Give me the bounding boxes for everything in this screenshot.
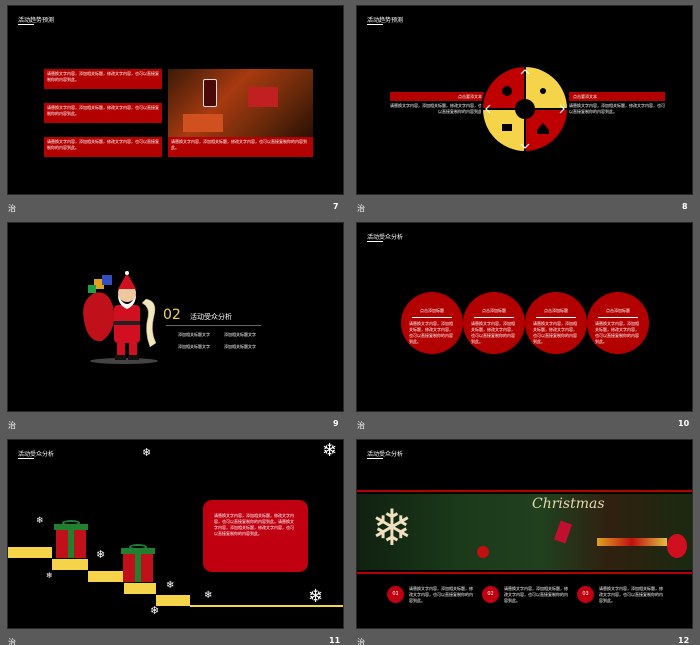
title-underline — [367, 458, 383, 459]
left-heading: 点击要添文本 — [390, 92, 486, 101]
slide-10[interactable]: 活动受众分析 点击添加标题 请替换文字内容，添加相关标题，修改文字内容，也可以直… — [356, 222, 693, 412]
section-divider — [166, 325, 261, 326]
circle-card-1: 点击添加标题 请替换文字内容，添加相关标题，修改文字内容，也可以直接复制你的内容… — [401, 292, 463, 354]
text-box-2: 请替换文字内容，添加相关标题，修改文字内容，也可以直接复制你的内容到此。 — [44, 103, 162, 123]
christmas-photo — [168, 69, 313, 137]
slide-12[interactable]: 活动受众分析 ❄ Christmas 01 请替换文字内容，添加相关标题，修改文… — [356, 439, 693, 629]
slide-label: 治 — [357, 638, 365, 645]
slide-8[interactable]: 活动趋势预测 点击要添文本 请替换文字内容，添加相关标题，修改文字内容，也可以直… — [356, 5, 693, 195]
item-number-3: 03 — [577, 586, 594, 603]
circle-card-4: 点击添加标题 请替换文字内容，添加相关标题，修改文字内容，也可以直接复制你的内容… — [587, 292, 649, 354]
snowflake-icon: ❄ — [96, 548, 106, 561]
slide-number: 8 — [682, 202, 688, 211]
item-number-2: 02 — [482, 586, 499, 603]
snowflake-icon: ❄ — [166, 580, 175, 591]
circle-card-2: 点击添加标题 请替换文字内容，添加相关标题，修改文字内容，也可以直接复制你的内容… — [463, 292, 525, 354]
slide-title: 活动受众分析 — [367, 451, 404, 458]
red-rule-top — [357, 490, 692, 492]
section-item-4: 添加相关标题文字 — [224, 344, 256, 349]
item-text-1: 请替换文字内容，添加相关标题，修改文字内容，也可以直接复制你的内容到此。 — [409, 586, 473, 603]
title-underline — [367, 241, 383, 242]
section-item-2: 添加相关标题文字 — [224, 332, 256, 337]
section-title: 活动受众分析 — [190, 313, 232, 321]
right-text: 请替换文字内容，添加相关标题，修改文字内容，也可以直接复制你的内容到此。 — [569, 103, 665, 114]
section-number: 02 — [163, 307, 181, 323]
gift-box-icon — [54, 520, 88, 558]
section-item-3: 添加相关标题文字 — [178, 344, 210, 349]
slide-title: 活动趋势预测 — [367, 17, 404, 24]
left-text: 请替换文字内容，添加相关标题，修改文字内容，也可以直接复制你的内容到此。 — [390, 103, 486, 114]
slide-7[interactable]: 活动趋势预测 请替换文字内容，添加相关标题，修改文字内容，也可以直接复制你的内容… — [7, 5, 344, 195]
snowflake-icon: ❄ — [322, 440, 338, 461]
stair-step-3 — [88, 571, 124, 582]
stair-step-2 — [52, 559, 88, 570]
slide-label: 治 — [357, 421, 365, 430]
title-underline — [18, 458, 34, 459]
title-underline — [367, 24, 383, 25]
right-heading: 点击要添文本 — [569, 92, 665, 101]
slide-label: 治 — [8, 638, 16, 645]
slide-number: 10 — [678, 419, 690, 428]
text-box-3: 请替换文字内容，添加相关标题，修改文字内容，也可以直接复制你的内容到此。 — [44, 137, 162, 157]
slide-number: 9 — [333, 419, 339, 428]
circle-card-3: 点击添加标题 请替换文字内容，添加相关标题，修改文字内容，也可以直接复制你的内容… — [525, 292, 587, 354]
text-box-1: 请替换文字内容，添加相关标题，修改文字内容，也可以直接复制你的内容到此。 — [44, 69, 162, 89]
item-text-3: 请替换文字内容，添加相关标题，修改文字内容，也可以直接复制你的内容到此。 — [599, 586, 663, 603]
slide-number: 7 — [333, 202, 339, 211]
quadrant-diagram — [481, 65, 569, 153]
floor-line — [190, 605, 343, 607]
snowflake-icon: ❄ — [204, 590, 213, 601]
item-text-2: 请替换文字内容，添加相关标题，修改文字内容，也可以直接复制你的内容到此。 — [504, 586, 568, 603]
santa-illustration — [83, 271, 158, 364]
text-card: 请替换文字内容，添加相关标题，修改文字内容，也可以直接复制你的内容到此。请替换文… — [203, 500, 308, 572]
snowflake-icon: ❄ — [150, 604, 160, 617]
red-rule-bottom — [357, 572, 692, 574]
slide-number: 12 — [678, 636, 690, 645]
slide-title: 活动受众分析 — [18, 451, 55, 458]
slide-label: 治 — [8, 421, 16, 430]
stair-step-4 — [124, 583, 156, 594]
gift-box-icon — [121, 544, 155, 582]
section-item-1: 添加相关标题文字 — [178, 332, 210, 337]
title-underline — [18, 24, 34, 25]
slide-label: 治 — [8, 204, 16, 213]
slide-title: 活动趋势预测 — [18, 17, 55, 24]
christmas-banner-photo: ❄ Christmas — [357, 494, 692, 570]
slide-label: 治 — [357, 204, 365, 213]
snowflake-icon: ❄ — [142, 446, 152, 459]
snowflake-icon: ❄ — [46, 571, 53, 580]
stair-step-1 — [8, 547, 52, 558]
slide-number: 11 — [329, 636, 341, 645]
slide-9[interactable]: 02 活动受众分析 添加相关标题文字 添加相关标题文字 添加相关标题文字 添加相… — [7, 222, 344, 412]
snowflake-icon: ❄ — [308, 586, 324, 607]
text-box-4: 请替换文字内容，添加相关标题，修改文字内容，也可以直接复制你的内容到此。 — [168, 137, 313, 157]
slide-title: 活动受众分析 — [367, 234, 404, 241]
item-number-1: 01 — [387, 586, 404, 603]
snowflake-icon: ❄ — [36, 516, 44, 526]
stair-step-5 — [156, 595, 190, 606]
slide-11[interactable]: 活动受众分析 ❄ ❄ ❄ ❄ ❄ ❄ ❄ ❄ ❄ 请替换文字内容，添加相关标题，… — [7, 439, 344, 629]
snowflake-ornament-icon: ❄ — [371, 499, 413, 557]
